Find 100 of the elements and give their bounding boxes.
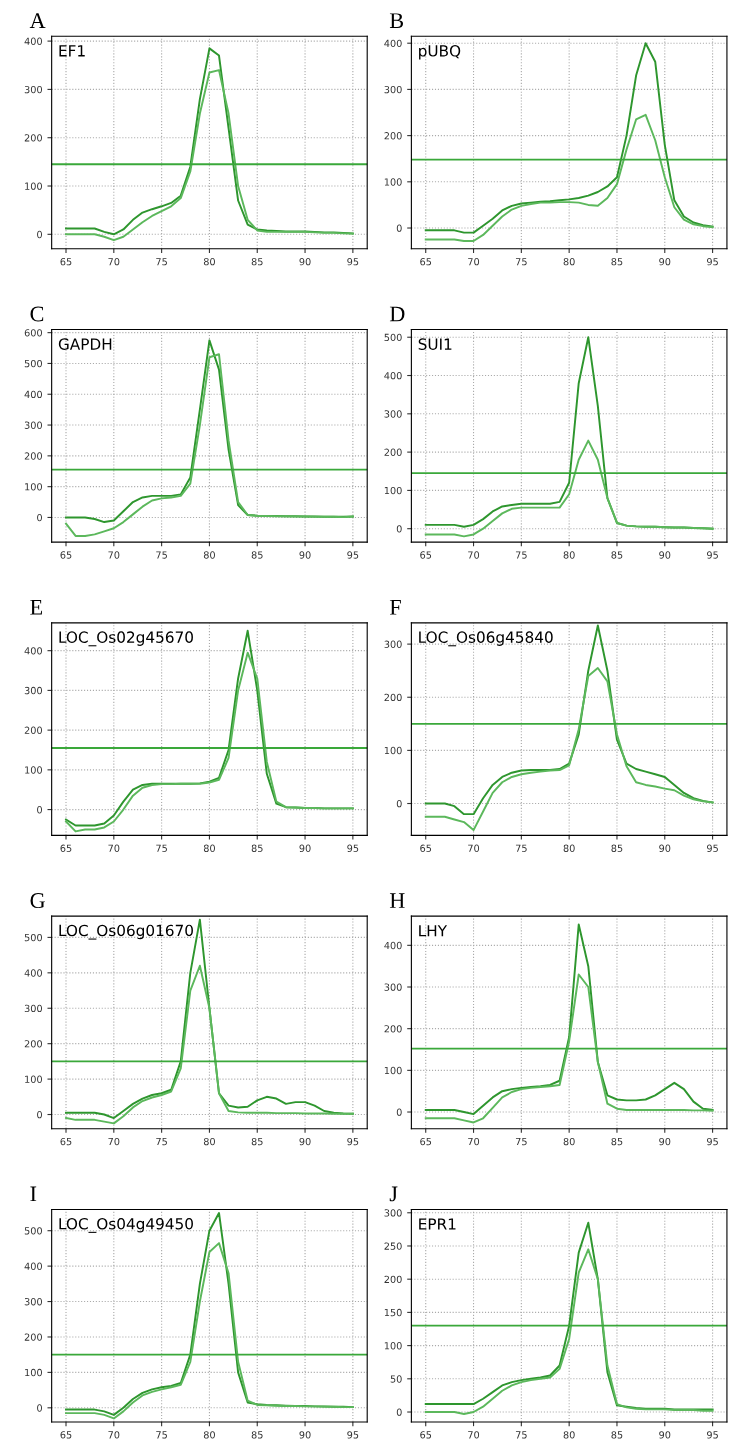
line-series (424, 667, 714, 832)
y-tick-label: 300 (384, 85, 402, 94)
y-tick-label: 300 (24, 686, 42, 695)
chart-title: B (389, 13, 404, 29)
y-tick-label: 0 (37, 1404, 42, 1412)
y-tick-label: 0 (37, 230, 42, 239)
y-tick-label: 0 (37, 1111, 42, 1119)
y-tick-label: 100 (25, 1368, 42, 1377)
y-tick-label: 400 (24, 37, 42, 45)
x-tick-label: 70 (108, 844, 120, 852)
x-tick-label: 95 (707, 1137, 718, 1146)
y-tick-label: 100 (25, 1075, 42, 1083)
y-tick-label: 600 (24, 329, 42, 337)
y-tick-label: 500 (24, 933, 42, 942)
x-tick-label: 70 (468, 258, 480, 266)
y-tick-label: 0 (37, 806, 42, 814)
x-tick-label: 75 (156, 1138, 167, 1146)
y-tick-label: 200 (24, 452, 42, 460)
x-tick-label: 75 (515, 551, 527, 559)
annotation: LHY (419, 925, 448, 937)
y-tick-label: 400 (24, 1262, 42, 1270)
x-tick-label: 95 (707, 258, 718, 266)
x-tick-label: 65 (60, 1431, 72, 1439)
y-tick-label: 0 (396, 799, 402, 808)
chart-title: C (30, 306, 44, 322)
y-tick-label: 400 (384, 39, 402, 48)
y-tick-label: 300 (24, 85, 42, 94)
x-tick-label: 90 (659, 1431, 671, 1439)
y-tick-label: 200 (24, 1040, 42, 1048)
y-tick-label: 400 (24, 969, 42, 977)
x-tick-label: 75 (515, 1138, 527, 1146)
chart-title: H (389, 893, 405, 908)
y-tick-label: 400 (384, 372, 402, 380)
y-tick-label: 200 (384, 1275, 402, 1284)
x-tick-label: 90 (659, 551, 671, 559)
x-tick-label: 75 (156, 1431, 167, 1439)
x-tick-label: 85 (611, 1137, 623, 1146)
y-tick-label: 100 (384, 1066, 402, 1075)
x-tick-label: 75 (515, 844, 527, 852)
y-tick-label: 0 (396, 1408, 402, 1416)
y-tick-label: 300 (24, 1004, 42, 1013)
y-tick-label: 100 (384, 178, 402, 186)
y-tick-label: 400 (24, 647, 42, 655)
x-tick-label: 85 (251, 1431, 263, 1439)
y-tick-label: 100 (384, 746, 402, 755)
x-tick-label: 90 (299, 1137, 311, 1146)
x-tick-label: 70 (108, 258, 120, 266)
x-tick-label: 90 (659, 258, 671, 266)
x-tick-label: 95 (347, 1137, 359, 1146)
x-tick-label: 95 (347, 844, 359, 852)
x-tick-label: 75 (515, 258, 527, 266)
line-series (424, 113, 714, 242)
x-tick-label: 80 (203, 258, 215, 266)
x-tick-label: 70 (108, 1431, 120, 1439)
y-tick-label: 300 (384, 640, 402, 648)
x-tick-label: 85 (251, 844, 263, 852)
x-tick-label: 70 (108, 1137, 120, 1146)
y-tick-label: 150 (384, 1308, 402, 1317)
chart-title: E (30, 599, 43, 615)
x-tick-label: 80 (563, 844, 575, 852)
y-tick-label: 500 (384, 333, 402, 342)
y-tick-label: 50 (390, 1375, 402, 1383)
y-tick-label: 100 (25, 182, 42, 190)
chart-title: A (29, 13, 46, 28)
y-tick-label: 200 (384, 693, 402, 702)
x-tick-label: 80 (563, 551, 575, 559)
y-tick-label: 0 (396, 525, 402, 533)
x-tick-label: 95 (347, 1431, 359, 1439)
x-tick-label: 85 (251, 258, 263, 266)
line-series (424, 973, 714, 1124)
y-tick-label: 100 (25, 766, 42, 774)
x-tick-label: 85 (251, 551, 263, 559)
x-tick-label: 95 (707, 551, 718, 559)
x-tick-label: 90 (299, 551, 311, 559)
x-tick-label: 85 (611, 844, 623, 852)
y-tick-label: 400 (24, 390, 42, 399)
annotation: LOC_Os04g49450 (59, 1217, 193, 1233)
x-tick-label: 95 (707, 1431, 718, 1439)
y-tick-label: 100 (384, 486, 402, 495)
x-tick-label: 80 (203, 844, 215, 852)
y-tick-label: 300 (24, 421, 42, 429)
x-tick-label: 70 (468, 1431, 480, 1439)
y-tick-label: 200 (384, 132, 402, 140)
x-tick-label: 80 (203, 1431, 215, 1439)
x-tick-label: 90 (659, 1137, 671, 1146)
x-tick-label: 95 (347, 258, 359, 266)
annotation: LOC_Os02g45670 (59, 631, 193, 647)
x-tick-label: 80 (563, 1431, 575, 1439)
x-tick-label: 65 (420, 1137, 432, 1146)
y-tick-label: 200 (384, 448, 402, 456)
x-tick-label: 85 (611, 551, 623, 559)
y-tick-label: 400 (384, 941, 402, 950)
x-tick-label: 70 (108, 551, 120, 559)
x-tick-label: 85 (611, 258, 623, 266)
x-tick-label: 90 (299, 844, 311, 852)
x-tick-label: 65 (60, 258, 72, 266)
x-tick-label: 70 (468, 844, 480, 852)
x-tick-label: 90 (299, 258, 311, 266)
y-tick-label: 0 (37, 513, 42, 522)
y-tick-label: 300 (384, 410, 402, 418)
